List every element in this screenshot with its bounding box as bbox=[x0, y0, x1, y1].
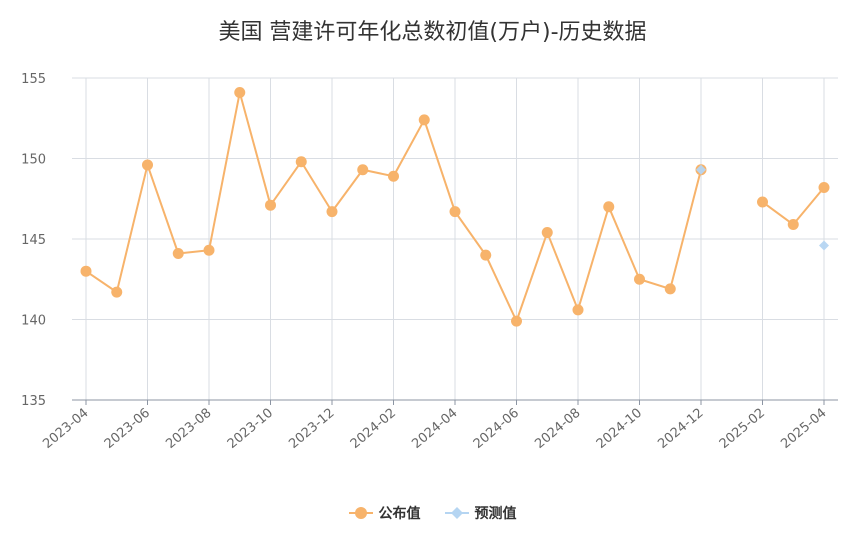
point-published[interactable] bbox=[111, 286, 123, 298]
legend-published-label: 公布值 bbox=[378, 506, 421, 522]
x-tick-label: 2024-08 bbox=[532, 406, 583, 452]
point-published[interactable] bbox=[142, 159, 153, 171]
x-tick-label: 2023-04 bbox=[40, 406, 91, 452]
chart-title: 美国 营建许可年化总数初值(万户)-历史数据 bbox=[218, 20, 647, 45]
point-published[interactable] bbox=[541, 227, 553, 239]
point-published[interactable] bbox=[388, 170, 399, 182]
point-published[interactable] bbox=[572, 304, 584, 316]
x-tick-label: 2025-02 bbox=[717, 406, 768, 452]
series-line-published bbox=[761, 186, 825, 226]
point-published[interactable] bbox=[449, 206, 461, 218]
point-published[interactable] bbox=[634, 273, 645, 285]
point-published[interactable] bbox=[664, 283, 676, 295]
x-tick-label: 2023-06 bbox=[102, 406, 153, 452]
point-published[interactable] bbox=[203, 244, 215, 256]
point-published[interactable] bbox=[757, 196, 768, 208]
legend-forecast-symbol bbox=[444, 507, 469, 519]
point-published[interactable] bbox=[234, 86, 246, 98]
point-published[interactable] bbox=[265, 199, 276, 211]
legend-item-forecast[interactable]: 预测值 bbox=[444, 503, 517, 523]
point-published[interactable] bbox=[418, 114, 430, 126]
legend-forecast-label: 预测值 bbox=[474, 506, 517, 522]
x-tick-label: 2025-04 bbox=[778, 406, 829, 452]
point-published[interactable] bbox=[80, 265, 92, 277]
legend-item-published[interactable]: 公布值 bbox=[348, 503, 421, 523]
y-tick-label: 140 bbox=[21, 314, 46, 329]
point-published[interactable] bbox=[357, 164, 369, 176]
x-tick-label: 2024-10 bbox=[594, 406, 645, 452]
point-published[interactable] bbox=[295, 156, 307, 168]
y-tick-label: 135 bbox=[21, 394, 46, 409]
point-published[interactable] bbox=[480, 249, 492, 261]
point-published[interactable] bbox=[511, 315, 522, 327]
x-tick-label: 2024-06 bbox=[471, 406, 522, 452]
point-forecast[interactable] bbox=[696, 164, 706, 175]
y-tick-label: 150 bbox=[21, 153, 46, 168]
legend-published-symbol bbox=[348, 507, 373, 519]
y-tick-label: 145 bbox=[21, 233, 46, 248]
x-tick-label: 2024-12 bbox=[655, 406, 706, 452]
x-tick-label: 2023-08 bbox=[163, 406, 214, 452]
point-published[interactable] bbox=[326, 206, 338, 218]
x-tick-label: 2023-10 bbox=[225, 406, 276, 452]
x-tick-label: 2024-04 bbox=[409, 406, 460, 452]
point-published[interactable] bbox=[818, 181, 830, 193]
chart-legend: 公布值 预测值 bbox=[0, 503, 865, 523]
point-published[interactable] bbox=[172, 247, 184, 259]
y-tick-label: 155 bbox=[21, 72, 46, 87]
x-tick-label: 2023-12 bbox=[286, 406, 337, 452]
point-published[interactable] bbox=[603, 201, 615, 213]
point-forecast[interactable] bbox=[819, 240, 829, 251]
point-published[interactable] bbox=[787, 219, 799, 231]
x-tick-label: 2024-02 bbox=[348, 406, 399, 452]
